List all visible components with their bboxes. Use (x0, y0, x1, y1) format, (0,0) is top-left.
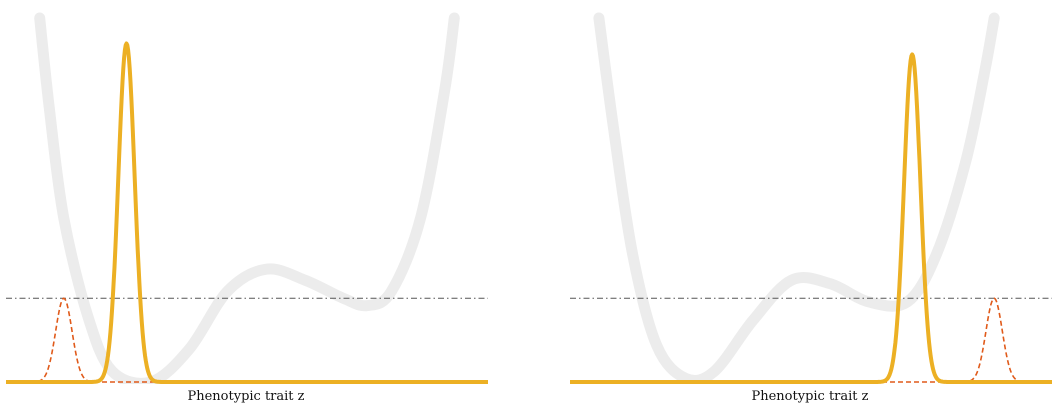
dashed-distribution-curve (6, 297, 488, 383)
solid-distribution-curve (4, 41, 490, 384)
fitness-landscape-layer (593, 12, 1000, 384)
marks-layer (568, 52, 1052, 384)
marks-layer (4, 41, 490, 384)
fitness-landscape-curve (593, 12, 1000, 384)
x-axis-label: Phenotypic trait z (187, 389, 304, 404)
x-axis-label: Phenotypic trait z (751, 389, 868, 404)
right-panel: Phenotypic trait z (568, 12, 1052, 404)
left-panel: Phenotypic trait z (4, 12, 490, 404)
fitness-landscape-layer (34, 12, 460, 384)
solid-distribution-curve (568, 52, 1052, 384)
fitness-landscape-curve (34, 12, 460, 384)
